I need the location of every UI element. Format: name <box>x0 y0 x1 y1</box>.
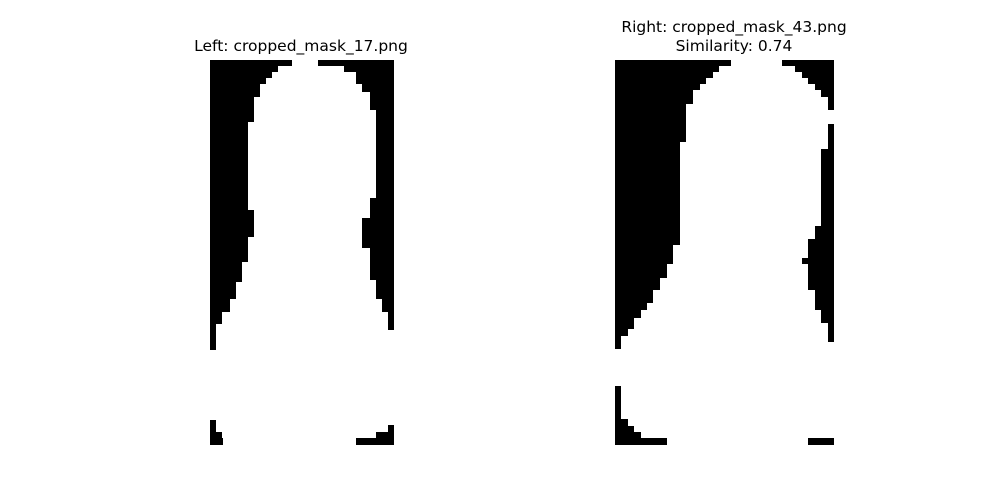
right-panel-filename: Right: cropped_mask_43.png <box>574 18 894 37</box>
similarity-score: Similarity: 0.74 <box>574 37 894 56</box>
left-mask-bottom-left-nub <box>210 432 216 445</box>
right-mask-bottom-left-black-3 <box>628 426 634 445</box>
right-mask-lower-left-white <box>615 349 621 386</box>
right-mask-bottom-left-black <box>615 386 621 445</box>
left-panel-title: Left: cropped_mask_17.png <box>151 37 451 56</box>
right-mask-bottom-left-black-2 <box>621 419 628 445</box>
right-mask-lower-right-white <box>828 342 834 438</box>
left-mask-bottom-right-step-2 <box>388 425 394 432</box>
left-mask-bottom-right-step <box>376 432 394 438</box>
right-mask-bottom-left-black-4 <box>634 432 641 445</box>
right-mask-bottom-middle <box>667 438 808 445</box>
left-mask-bottom-right-bar <box>356 438 394 445</box>
left-mask-image <box>210 60 394 445</box>
left-mask-bottom-left-nub-2 <box>216 438 223 445</box>
left-panel-title-text: Left: cropped_mask_17.png <box>194 37 408 55</box>
right-mask-bottom-right-bar <box>808 438 834 445</box>
right-panel-title: Right: cropped_mask_43.png Similarity: 0… <box>574 18 894 56</box>
right-mask-bottom-left-black-5 <box>641 438 667 445</box>
right-mask-image <box>615 60 834 445</box>
